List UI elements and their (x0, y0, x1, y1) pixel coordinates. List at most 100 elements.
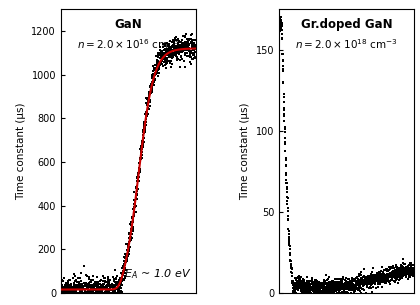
Point (307, 282, 314, 287)
Point (406, 269, 412, 274)
Point (364, 275, 370, 280)
Point (65, 290, 72, 295)
Point (103, 290, 110, 295)
Point (71, 278, 78, 283)
Point (61, 282, 68, 287)
Point (368, 270, 375, 275)
Point (186, 46, 193, 51)
Point (281, 127, 288, 131)
Point (100, 290, 106, 295)
Point (59, 290, 66, 295)
Point (160, 57, 167, 62)
Point (287, 262, 294, 267)
Point (351, 284, 357, 289)
Point (116, 282, 123, 286)
Point (101, 285, 108, 290)
Point (121, 268, 128, 273)
Point (150, 67, 157, 72)
Point (329, 289, 336, 293)
Point (166, 54, 173, 59)
Point (152, 53, 159, 58)
Point (295, 285, 302, 290)
Point (163, 60, 170, 65)
Point (332, 282, 339, 287)
Point (339, 283, 346, 288)
Point (110, 282, 117, 287)
Point (320, 290, 327, 295)
Point (85, 290, 92, 295)
Point (113, 290, 120, 295)
Point (65, 281, 72, 286)
Point (89, 283, 96, 288)
Point (139, 142, 146, 147)
Point (184, 44, 191, 49)
Point (177, 49, 184, 54)
Point (284, 202, 291, 206)
Point (383, 275, 390, 280)
Point (95, 290, 102, 295)
Point (409, 267, 415, 272)
Point (184, 39, 190, 44)
Point (115, 285, 122, 290)
Point (172, 45, 178, 50)
Point (370, 266, 376, 271)
Point (99, 290, 106, 295)
Point (401, 271, 408, 276)
Point (127, 232, 134, 237)
Point (169, 50, 176, 55)
Point (136, 157, 143, 162)
Point (192, 56, 198, 61)
Point (181, 59, 187, 64)
Point (191, 45, 198, 50)
Point (293, 278, 299, 282)
Point (324, 282, 331, 287)
Point (103, 287, 110, 292)
Point (354, 276, 361, 281)
Point (171, 47, 178, 52)
Point (343, 284, 349, 289)
Point (100, 290, 107, 295)
Point (316, 282, 323, 287)
Point (178, 55, 185, 59)
Point (311, 286, 318, 291)
Point (351, 283, 358, 288)
Point (318, 290, 324, 295)
Point (191, 48, 197, 52)
Point (70, 290, 76, 295)
Point (300, 288, 307, 292)
Point (396, 273, 403, 278)
Point (364, 275, 371, 280)
Point (404, 270, 411, 275)
Point (85, 282, 92, 287)
Point (389, 272, 396, 277)
Point (143, 95, 150, 100)
Point (117, 279, 124, 284)
Point (318, 290, 324, 295)
Point (113, 286, 119, 291)
Point (112, 285, 118, 290)
Point (291, 290, 298, 295)
Point (346, 282, 352, 287)
Point (154, 55, 161, 59)
Point (299, 276, 306, 281)
Point (58, 284, 65, 289)
Point (77, 285, 84, 290)
Point (304, 284, 311, 289)
Point (170, 43, 177, 48)
Point (294, 282, 301, 286)
Point (118, 282, 124, 287)
Point (341, 285, 347, 290)
Point (67, 285, 74, 290)
Point (333, 288, 339, 293)
Point (137, 169, 144, 174)
Point (99, 286, 105, 291)
Point (183, 45, 190, 50)
Point (361, 279, 368, 284)
Point (282, 148, 289, 153)
Point (120, 272, 127, 277)
Point (338, 280, 345, 285)
Point (382, 274, 389, 279)
Point (292, 285, 299, 290)
Point (100, 274, 107, 278)
Point (191, 43, 198, 48)
